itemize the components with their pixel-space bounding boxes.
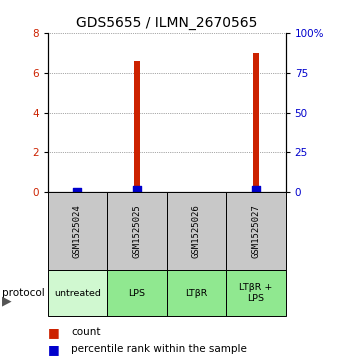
Text: LTβR +
LPS: LTβR + LPS: [239, 284, 273, 303]
Text: protocol: protocol: [2, 288, 45, 298]
FancyBboxPatch shape: [107, 192, 167, 270]
Text: GSM1525025: GSM1525025: [132, 204, 141, 258]
Point: [74, 189, 80, 195]
Text: percentile rank within the sample: percentile rank within the sample: [71, 344, 247, 354]
Text: LPS: LPS: [129, 289, 146, 298]
FancyBboxPatch shape: [226, 192, 286, 270]
Point: [253, 187, 258, 193]
Text: GSM1525027: GSM1525027: [251, 204, 260, 258]
Bar: [253, 53, 259, 192]
FancyBboxPatch shape: [107, 270, 167, 316]
FancyBboxPatch shape: [167, 192, 226, 270]
FancyBboxPatch shape: [226, 270, 286, 316]
FancyBboxPatch shape: [48, 270, 107, 316]
Bar: [74, 190, 80, 192]
Text: LTβR: LTβR: [185, 289, 207, 298]
Bar: [134, 61, 140, 192]
Title: GDS5655 / ILMN_2670565: GDS5655 / ILMN_2670565: [76, 16, 257, 30]
FancyBboxPatch shape: [167, 270, 226, 316]
Text: count: count: [71, 327, 101, 337]
Point: [134, 187, 139, 193]
Text: GSM1525024: GSM1525024: [73, 204, 82, 258]
Text: untreated: untreated: [54, 289, 101, 298]
Text: ■: ■: [48, 343, 59, 356]
FancyBboxPatch shape: [48, 192, 107, 270]
Text: ▶: ▶: [2, 295, 11, 308]
Text: ■: ■: [48, 326, 59, 339]
Text: GSM1525026: GSM1525026: [192, 204, 201, 258]
